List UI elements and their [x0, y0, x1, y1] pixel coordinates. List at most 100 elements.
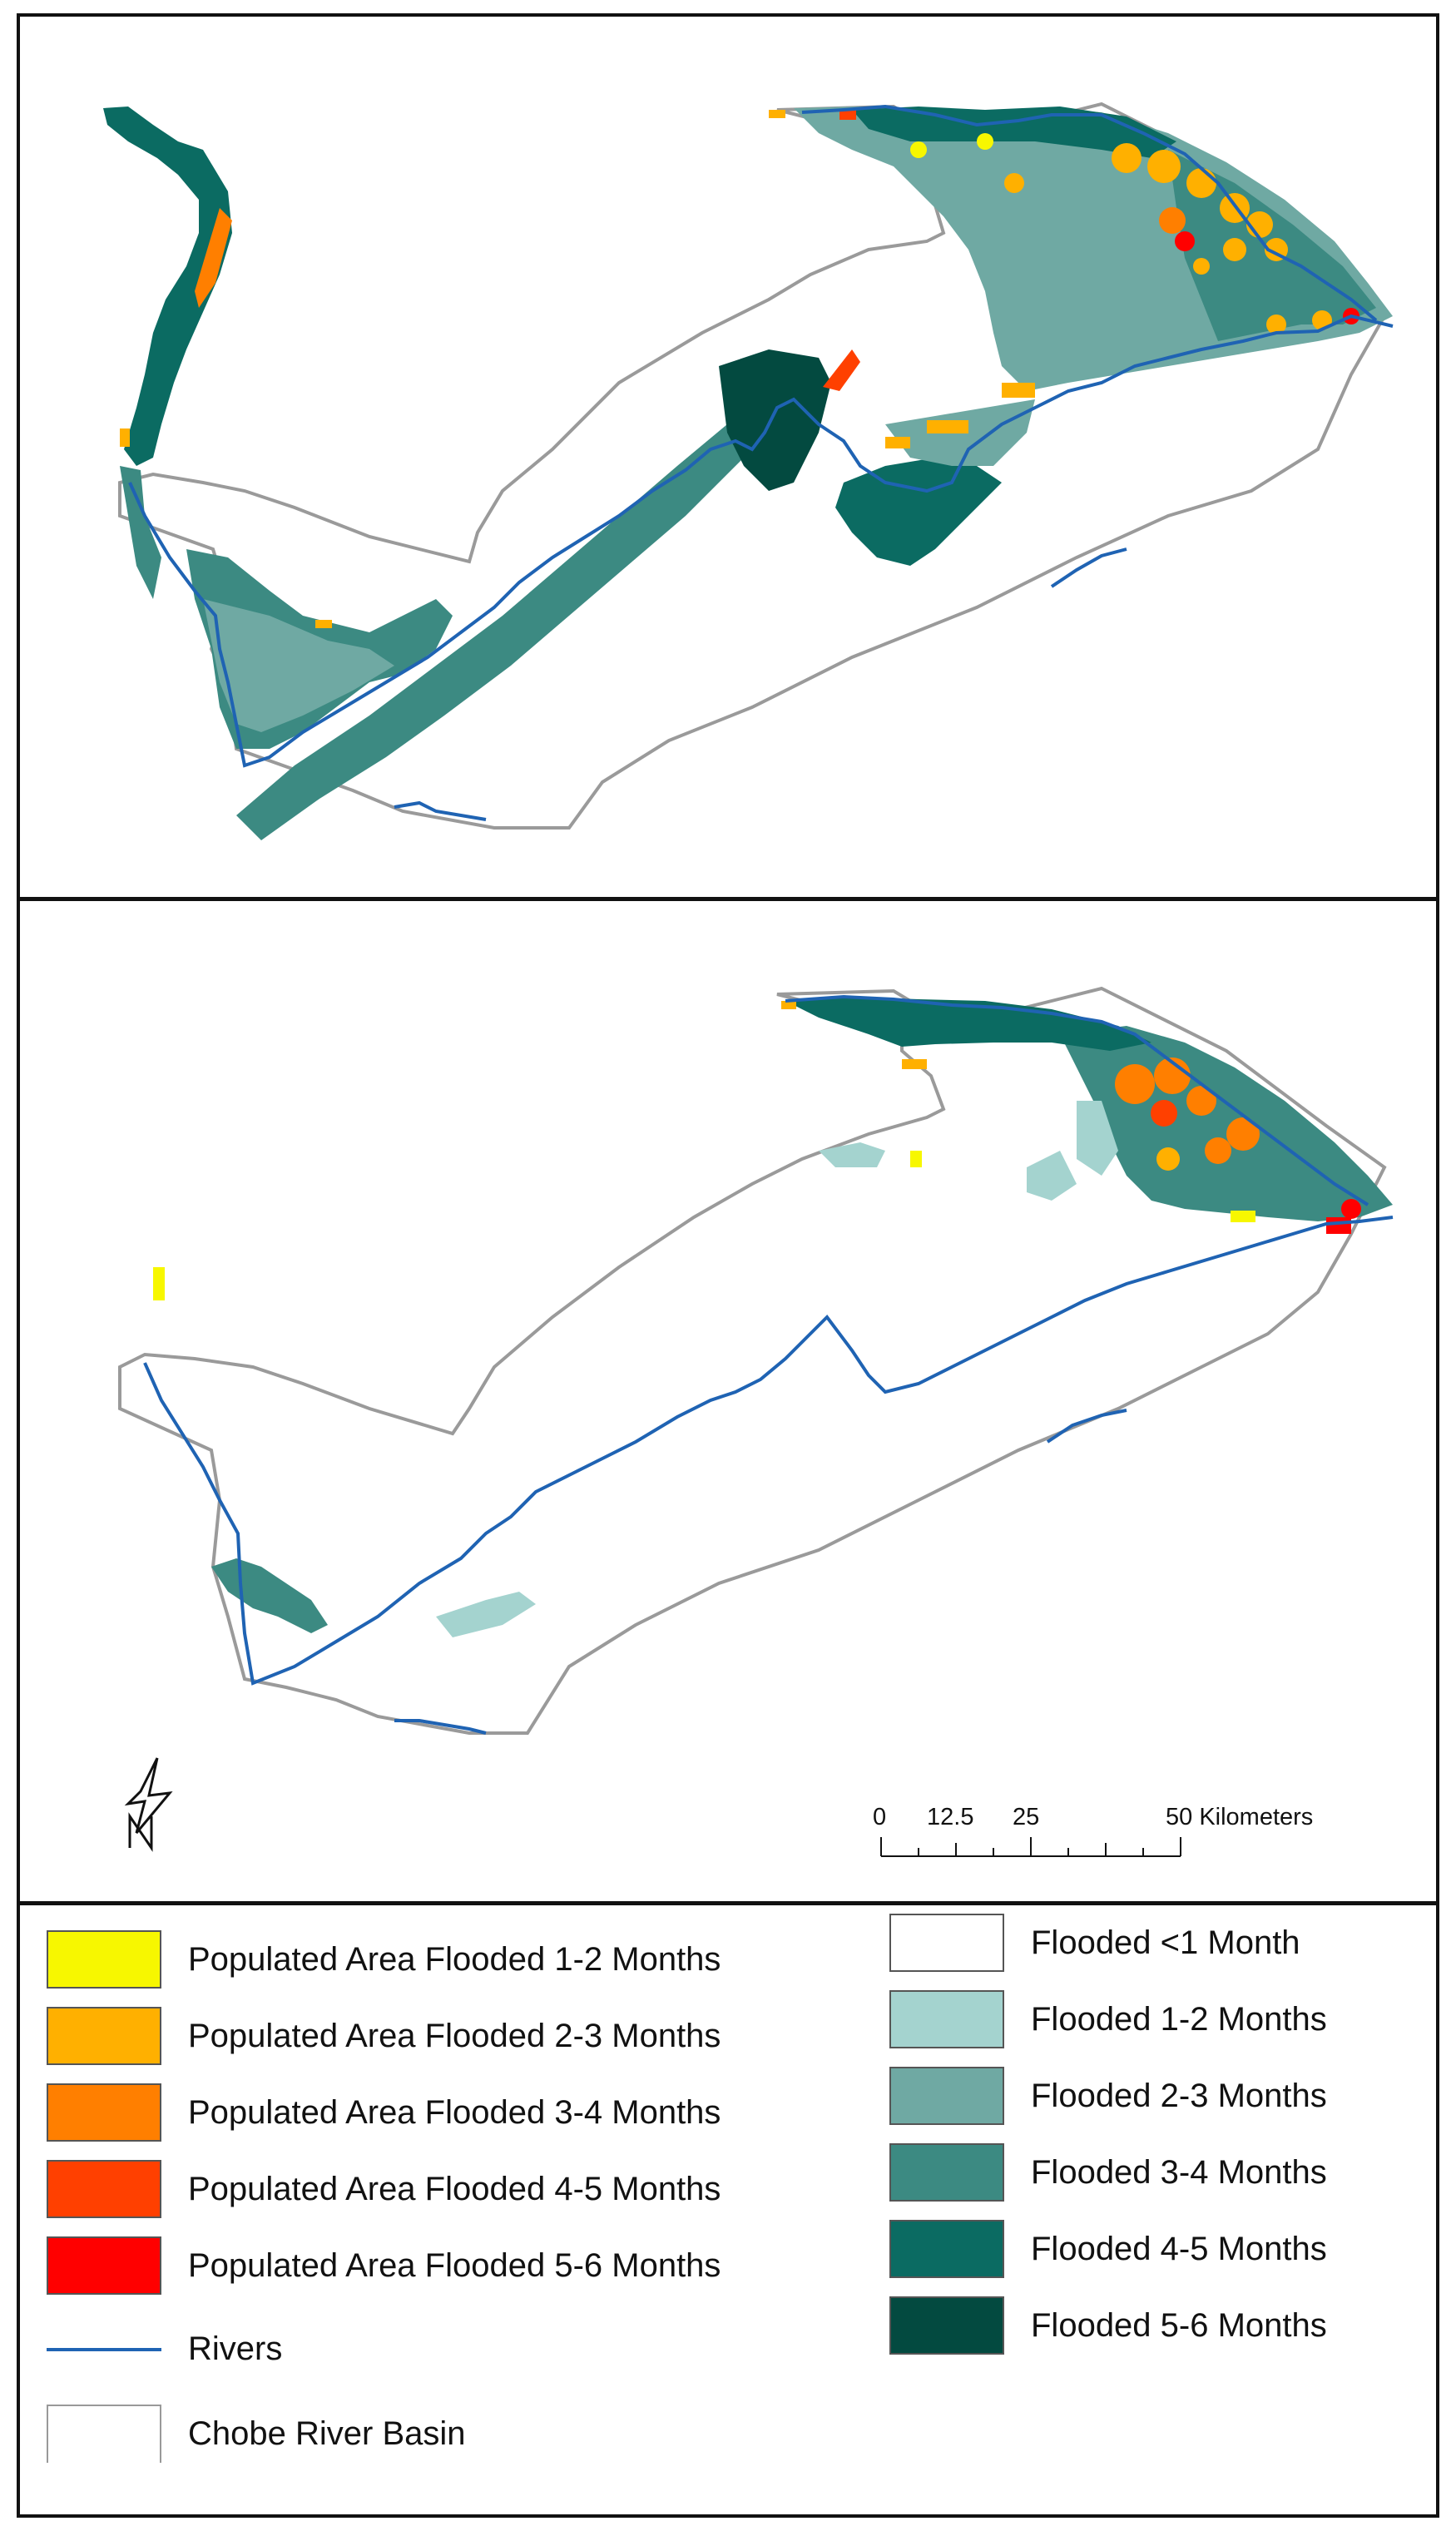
- map-bottom-svg: 0 12.5 25 50 Kilometers: [118, 986, 1394, 1857]
- populated-patch: [120, 428, 130, 447]
- legend-item-populated-3-4: Populated Area Flooded 3-4 Months: [47, 2083, 721, 2142]
- scale-label-50-km: 50 Kilometers: [1166, 1804, 1313, 1830]
- legend-item-populated-4-5: Populated Area Flooded 4-5 Months: [47, 2160, 721, 2218]
- map-top-svg: [103, 102, 1394, 840]
- populated-patch: [927, 420, 968, 433]
- river-north: [801, 104, 1378, 322]
- legend-swatch: [889, 1914, 1004, 1972]
- legend-item-flooded-3-4: Flooded 3-4 Months: [889, 2143, 1327, 2202]
- scale-label-25: 25: [1013, 1804, 1039, 1830]
- legend-item-flooded-5-6: Flooded 5-6 Months: [889, 2296, 1327, 2355]
- legend-item-populated-2-3: Populated Area Flooded 2-3 Months: [47, 2007, 721, 2065]
- populated-patches: [153, 1001, 1361, 1300]
- flood-area-light: [1027, 1151, 1077, 1201]
- legend-swatch: [889, 2067, 1004, 2125]
- populated-patch: [1266, 315, 1286, 334]
- populated-patch: [902, 1059, 927, 1069]
- populated-patch: [1326, 1217, 1351, 1234]
- legend-item-populated-5-6: Populated Area Flooded 5-6 Months: [47, 2236, 721, 2295]
- legend-item-populated-1-2: Populated Area Flooded 1-2 Months: [47, 1930, 721, 1989]
- flood-area-central-block: [719, 349, 831, 491]
- populated-patch: [977, 133, 993, 150]
- rivers: [128, 104, 1394, 821]
- populated-patch: [1341, 1199, 1361, 1219]
- river-line-icon: [47, 2320, 161, 2378]
- river-southeast: [1050, 547, 1127, 588]
- legend-label: Flooded 2-3 Months: [1031, 2077, 1327, 2114]
- legend-swatch: [47, 2007, 161, 2065]
- populated-patch: [1156, 1147, 1180, 1171]
- legend-swatch: [47, 2083, 161, 2142]
- scale-label-12-5: 12.5: [927, 1804, 973, 1830]
- map-panel-top: [20, 17, 1436, 901]
- scale-label-0: 0: [873, 1804, 886, 1830]
- legend-label: Flooded <1 Month: [1031, 1924, 1300, 1961]
- flood-area-north-rim: [852, 106, 1176, 158]
- river-south: [394, 1719, 487, 1735]
- basin-outline-icon: [47, 2405, 161, 2463]
- populated-patch: [910, 1151, 922, 1167]
- map-legend: Populated Area Flooded 1-2 Months Popula…: [20, 1905, 1436, 2514]
- populated-patch: [1186, 1086, 1216, 1116]
- flood-area-upper-channel: [103, 106, 232, 466]
- river-south: [394, 800, 487, 821]
- flood-area-diagonal-belt: [236, 408, 769, 840]
- populated-patch: [1002, 383, 1035, 398]
- populated-patch: [1205, 1137, 1231, 1164]
- river-southeast: [1046, 1409, 1127, 1444]
- flood-area-upper-channel-edge: [120, 466, 161, 599]
- populated-patch: [823, 349, 860, 391]
- populated-patch: [1193, 258, 1210, 275]
- river-main: [128, 314, 1394, 768]
- populated-patch: [1115, 1064, 1155, 1104]
- legend-label: Populated Area Flooded 1-2 Months: [188, 1940, 721, 1978]
- populated-patch: [1154, 1057, 1191, 1094]
- rivers: [143, 994, 1394, 1735]
- legend-item-flooded-4-5: Flooded 4-5 Months: [889, 2220, 1327, 2278]
- flood-area-southwest-light: [203, 599, 394, 732]
- flood-area-light: [819, 1142, 885, 1167]
- populated-patch: [781, 1001, 796, 1009]
- populated-patch: [195, 208, 232, 308]
- flood-area-southwest-light: [436, 1592, 536, 1637]
- populated-patch: [885, 437, 910, 448]
- populated-patch: [153, 1267, 165, 1300]
- populated-patch: [315, 620, 332, 628]
- populated-patch: [769, 110, 785, 118]
- populated-patch: [1004, 173, 1024, 193]
- populated-patch: [839, 110, 856, 120]
- populated-patch: [1175, 231, 1195, 251]
- legend-label: Populated Area Flooded 2-3 Months: [188, 2017, 721, 2054]
- legend-swatch: [47, 1930, 161, 1989]
- river-north: [785, 994, 1369, 1206]
- populated-patch: [1151, 1100, 1177, 1127]
- north-arrow-icon: [124, 1757, 173, 1852]
- populated-patch: [1147, 150, 1181, 183]
- legend-swatch: [47, 2160, 161, 2218]
- legend-swatch: [47, 2236, 161, 2295]
- populated-patches: [120, 110, 1359, 628]
- legend-swatch: [889, 2296, 1004, 2355]
- legend-item-rivers: Rivers: [47, 2320, 282, 2378]
- legend-item-basin: Chobe River Basin: [47, 2405, 466, 2463]
- legend-swatch: [889, 2220, 1004, 2278]
- flood-map-figure: 0 12.5 25 50 Kilometers Populated Area F…: [17, 13, 1439, 2518]
- legend-item-flooded-1-2: Flooded 1-2 Months: [889, 1990, 1327, 2048]
- legend-label: Flooded 1-2 Months: [1031, 2000, 1327, 2038]
- legend-label: Flooded 3-4 Months: [1031, 2153, 1327, 2191]
- flood-area-northeast: [1060, 1026, 1393, 1221]
- flood-area-north-rim: [785, 997, 1151, 1051]
- flood-area-east-lowland: [835, 458, 1002, 566]
- populated-patch: [1159, 207, 1186, 234]
- legend-label: Populated Area Flooded 5-6 Months: [188, 2246, 721, 2284]
- legend-label: Rivers: [188, 2330, 283, 2367]
- legend-label: Populated Area Flooded 4-5 Months: [188, 2170, 721, 2207]
- populated-patch: [1223, 238, 1246, 261]
- legend-item-flooded-lt1: Flooded <1 Month: [889, 1914, 1300, 1972]
- legend-swatch: [889, 1990, 1004, 2048]
- river-main: [143, 1216, 1394, 1686]
- flood-area-light: [1077, 1101, 1118, 1176]
- basin-outline: [118, 986, 1387, 1735]
- legend-swatch: [889, 2143, 1004, 2202]
- populated-patch: [1112, 143, 1142, 173]
